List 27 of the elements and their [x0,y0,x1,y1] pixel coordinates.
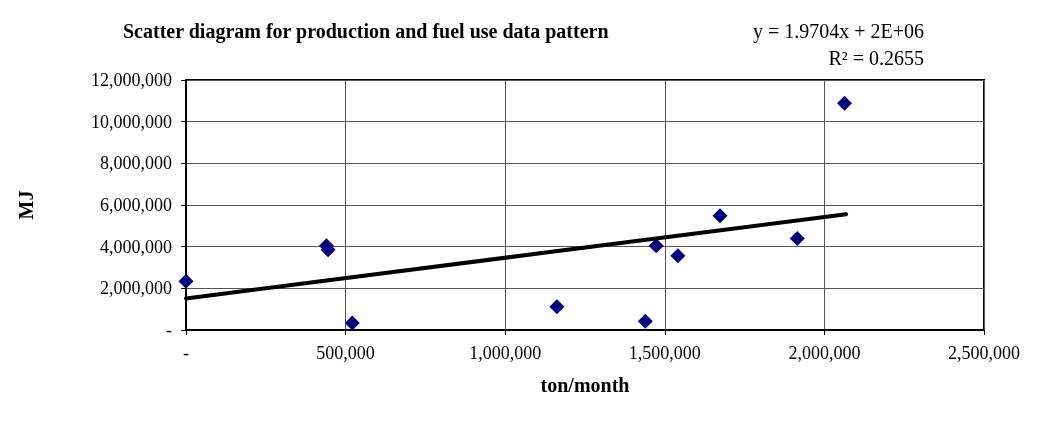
x-tick-label: 2,000,000 [788,343,861,363]
point [837,95,853,111]
x-tick-label: 2,500,000 [948,343,1020,363]
point [549,299,565,315]
y-axis-title: MJ [15,190,37,220]
y-tick-label: 2,000,000 [100,278,172,299]
text: R² = 0.2655 [828,47,925,69]
x-axis-title: ton/month [540,374,630,396]
point [789,231,805,247]
y-tick-label: 4,000,000 [100,236,172,257]
chart-title: Scatter diagram for production and fuel use data pattern [123,20,609,43]
y-tick-label: 12,000,000 [91,70,172,90]
text: y = 1.9704x + 2E+06 [752,20,925,43]
x-tick-label: 500,000 [316,343,375,363]
point [637,313,653,329]
point [178,273,194,289]
x-tick-label: 1,000,000 [469,343,542,363]
y-tick-label: 8,000,000 [100,153,172,174]
point [670,248,686,264]
y-tick-label: 10,000,000 [91,111,172,132]
point [712,208,728,224]
x-tick-label: 1,500,000 [628,343,701,363]
point [344,315,360,331]
point [648,238,664,254]
y-tick-label: - [166,320,172,340]
y-tick-label: 6,000,000 [100,195,172,215]
x-tick-label: - [183,343,189,363]
